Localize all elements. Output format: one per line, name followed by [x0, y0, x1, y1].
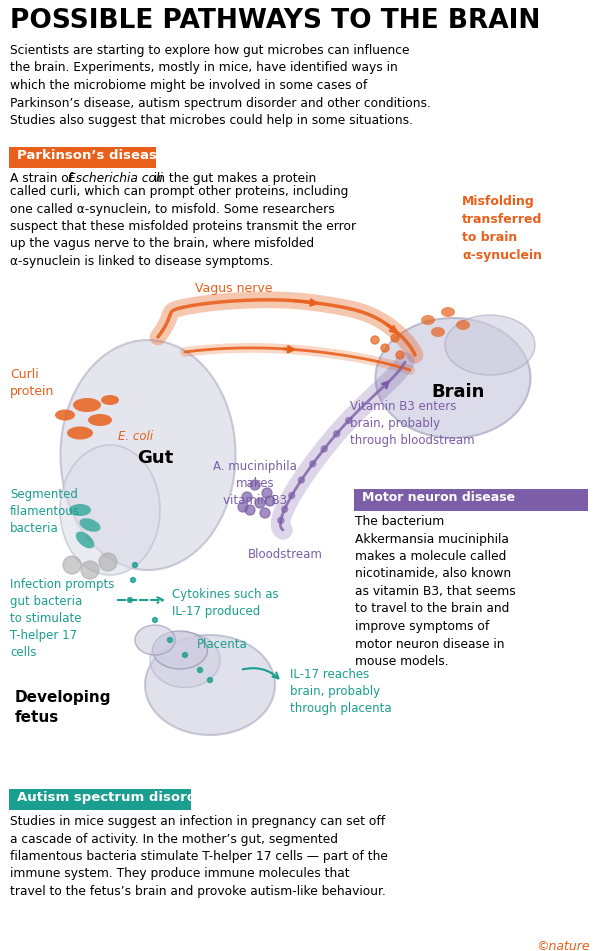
Circle shape: [63, 556, 81, 574]
Ellipse shape: [60, 445, 160, 575]
Ellipse shape: [73, 398, 101, 412]
Circle shape: [197, 668, 203, 672]
Text: Placenta: Placenta: [197, 638, 248, 651]
Circle shape: [133, 562, 137, 568]
Circle shape: [260, 508, 270, 518]
Circle shape: [81, 561, 99, 579]
Text: Parkinson’s disease: Parkinson’s disease: [17, 149, 166, 162]
FancyBboxPatch shape: [9, 789, 191, 810]
Text: Infection prompts
gut bacteria
to stimulate
T-helper 17
cells: Infection prompts gut bacteria to stimul…: [10, 578, 115, 659]
Circle shape: [265, 496, 275, 506]
Circle shape: [396, 351, 404, 359]
Circle shape: [381, 344, 389, 352]
Ellipse shape: [441, 307, 455, 317]
Text: A. muciniphila
makes
vitamin B3: A. muciniphila makes vitamin B3: [213, 460, 297, 507]
Text: The bacterium
Akkermansia muciniphila
makes a molecule called
nicotinamide, also: The bacterium Akkermansia muciniphila ma…: [355, 515, 516, 668]
Text: IL-17 reaches
brain, probably
through placenta: IL-17 reaches brain, probably through pl…: [290, 668, 392, 715]
Circle shape: [391, 334, 399, 342]
Circle shape: [128, 597, 133, 603]
Text: Vagus nerve: Vagus nerve: [195, 282, 272, 295]
Text: Studies in mice suggest an infection in pregnancy can set off
a cascade of activ: Studies in mice suggest an infection in …: [10, 815, 388, 898]
Text: Segmented
filamentous
bacteria: Segmented filamentous bacteria: [10, 488, 80, 535]
Circle shape: [250, 480, 260, 490]
Circle shape: [152, 617, 157, 623]
Circle shape: [321, 446, 327, 452]
Ellipse shape: [421, 315, 435, 325]
Circle shape: [310, 461, 316, 467]
Text: Vitamin B3 enters
brain, probably
through bloodstream: Vitamin B3 enters brain, probably throug…: [350, 400, 475, 447]
Text: Brain: Brain: [431, 383, 485, 401]
Ellipse shape: [101, 395, 119, 405]
Ellipse shape: [376, 318, 530, 438]
Text: A strain of: A strain of: [10, 172, 77, 185]
Circle shape: [255, 498, 265, 508]
Ellipse shape: [152, 631, 208, 669]
Text: Autism spectrum disorder: Autism spectrum disorder: [17, 791, 212, 804]
Ellipse shape: [67, 426, 93, 439]
Ellipse shape: [76, 532, 94, 549]
Circle shape: [278, 517, 284, 523]
Text: E. coli: E. coli: [118, 430, 153, 443]
Circle shape: [334, 431, 340, 437]
Circle shape: [182, 652, 187, 657]
Circle shape: [298, 477, 304, 483]
FancyBboxPatch shape: [9, 147, 156, 168]
Circle shape: [281, 506, 287, 513]
Circle shape: [245, 505, 255, 515]
Text: called curli, which can prompt other proteins, including
one called α-synuclein,: called curli, which can prompt other pro…: [10, 185, 356, 268]
Circle shape: [99, 553, 117, 571]
Ellipse shape: [145, 635, 275, 735]
Text: Bloodstream: Bloodstream: [248, 548, 322, 561]
Ellipse shape: [69, 504, 91, 516]
Ellipse shape: [150, 632, 220, 688]
Circle shape: [371, 336, 379, 344]
Text: Misfolding
transferred
to brain
α-synuclein: Misfolding transferred to brain α-synucl…: [462, 195, 542, 262]
Circle shape: [289, 493, 295, 498]
FancyBboxPatch shape: [354, 489, 588, 511]
Ellipse shape: [135, 625, 175, 655]
Text: Scientists are starting to explore how gut microbes can influence
the brain. Exp: Scientists are starting to explore how g…: [10, 44, 431, 127]
Ellipse shape: [55, 410, 75, 420]
Circle shape: [238, 502, 248, 512]
Text: Gut: Gut: [137, 449, 173, 467]
Ellipse shape: [431, 327, 445, 337]
Ellipse shape: [88, 414, 112, 426]
Text: Motor neuron disease: Motor neuron disease: [362, 491, 515, 504]
Ellipse shape: [456, 320, 470, 330]
Ellipse shape: [79, 518, 101, 532]
Text: Escherichia coli: Escherichia coli: [68, 172, 163, 185]
Text: Developing
fetus: Developing fetus: [15, 690, 112, 725]
Ellipse shape: [445, 315, 535, 375]
Text: Cytokines such as
IL-17 produced: Cytokines such as IL-17 produced: [172, 588, 278, 618]
Circle shape: [242, 492, 252, 502]
Circle shape: [131, 577, 136, 583]
Text: POSSIBLE PATHWAYS TO THE BRAIN: POSSIBLE PATHWAYS TO THE BRAIN: [10, 8, 541, 34]
Text: in the gut makes a protein: in the gut makes a protein: [150, 172, 316, 185]
Text: ©nature: ©nature: [536, 940, 590, 951]
Circle shape: [262, 488, 272, 498]
Circle shape: [208, 677, 212, 683]
Circle shape: [346, 417, 352, 423]
Ellipse shape: [61, 340, 235, 570]
Circle shape: [167, 637, 173, 643]
Text: Curli
protein: Curli protein: [10, 368, 55, 398]
